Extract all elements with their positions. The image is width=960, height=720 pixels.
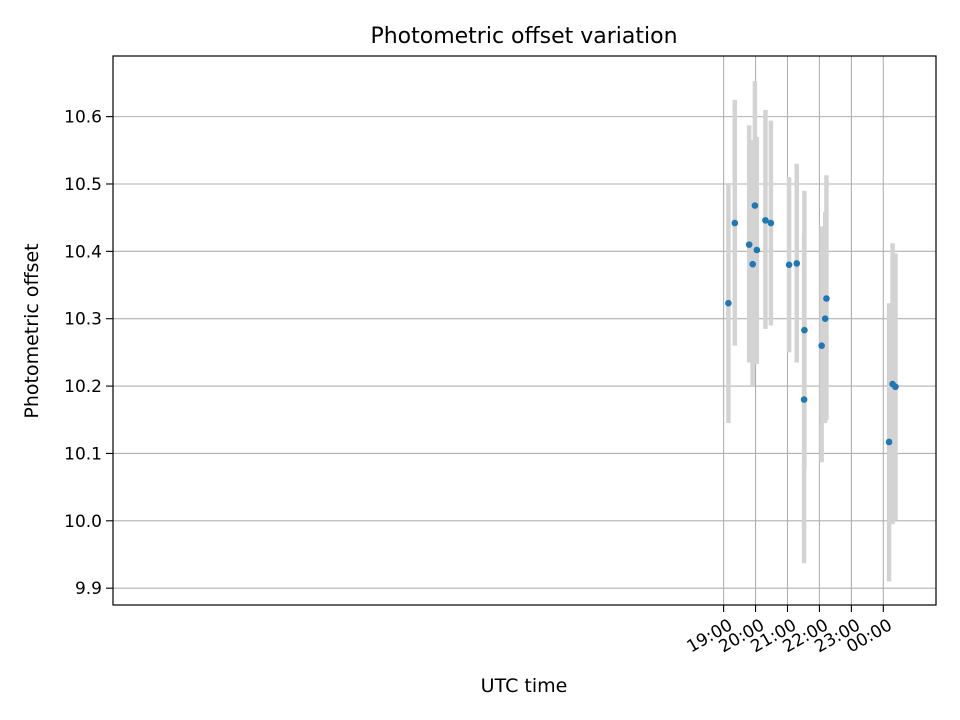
data-point [892,383,899,391]
data-point [885,438,893,446]
plot-area-frame [112,55,937,606]
data-point [818,342,825,349]
data-point [751,202,759,209]
data-point [801,326,808,334]
y-tick-label: 10.6 [64,108,102,128]
y-tick-label: 10.0 [64,512,102,532]
y-tick-label: 10.1 [64,444,102,464]
data-point [823,295,830,302]
y-tick-label: 10.5 [64,175,102,195]
data-point [731,219,739,227]
data-point [749,260,756,268]
data-point [745,241,753,248]
y-tick-label: 10.3 [64,310,102,330]
y-tick-label: 10.4 [64,242,102,262]
chart-title: Photometric offset variation [370,24,677,49]
y-tick-label: 9.9 [75,579,102,599]
y-tick-label: 10.2 [64,377,102,397]
y-axis-label: Photometric offset [21,243,43,418]
data-point [821,315,829,323]
data-point [762,217,769,224]
data-point [725,299,732,307]
data-point [753,246,761,254]
point-layer [725,202,899,446]
data-point [800,396,808,403]
data-point [785,261,793,269]
x-axis-label: UTC time [481,675,568,697]
data-point [767,219,775,227]
data-point [793,260,801,267]
